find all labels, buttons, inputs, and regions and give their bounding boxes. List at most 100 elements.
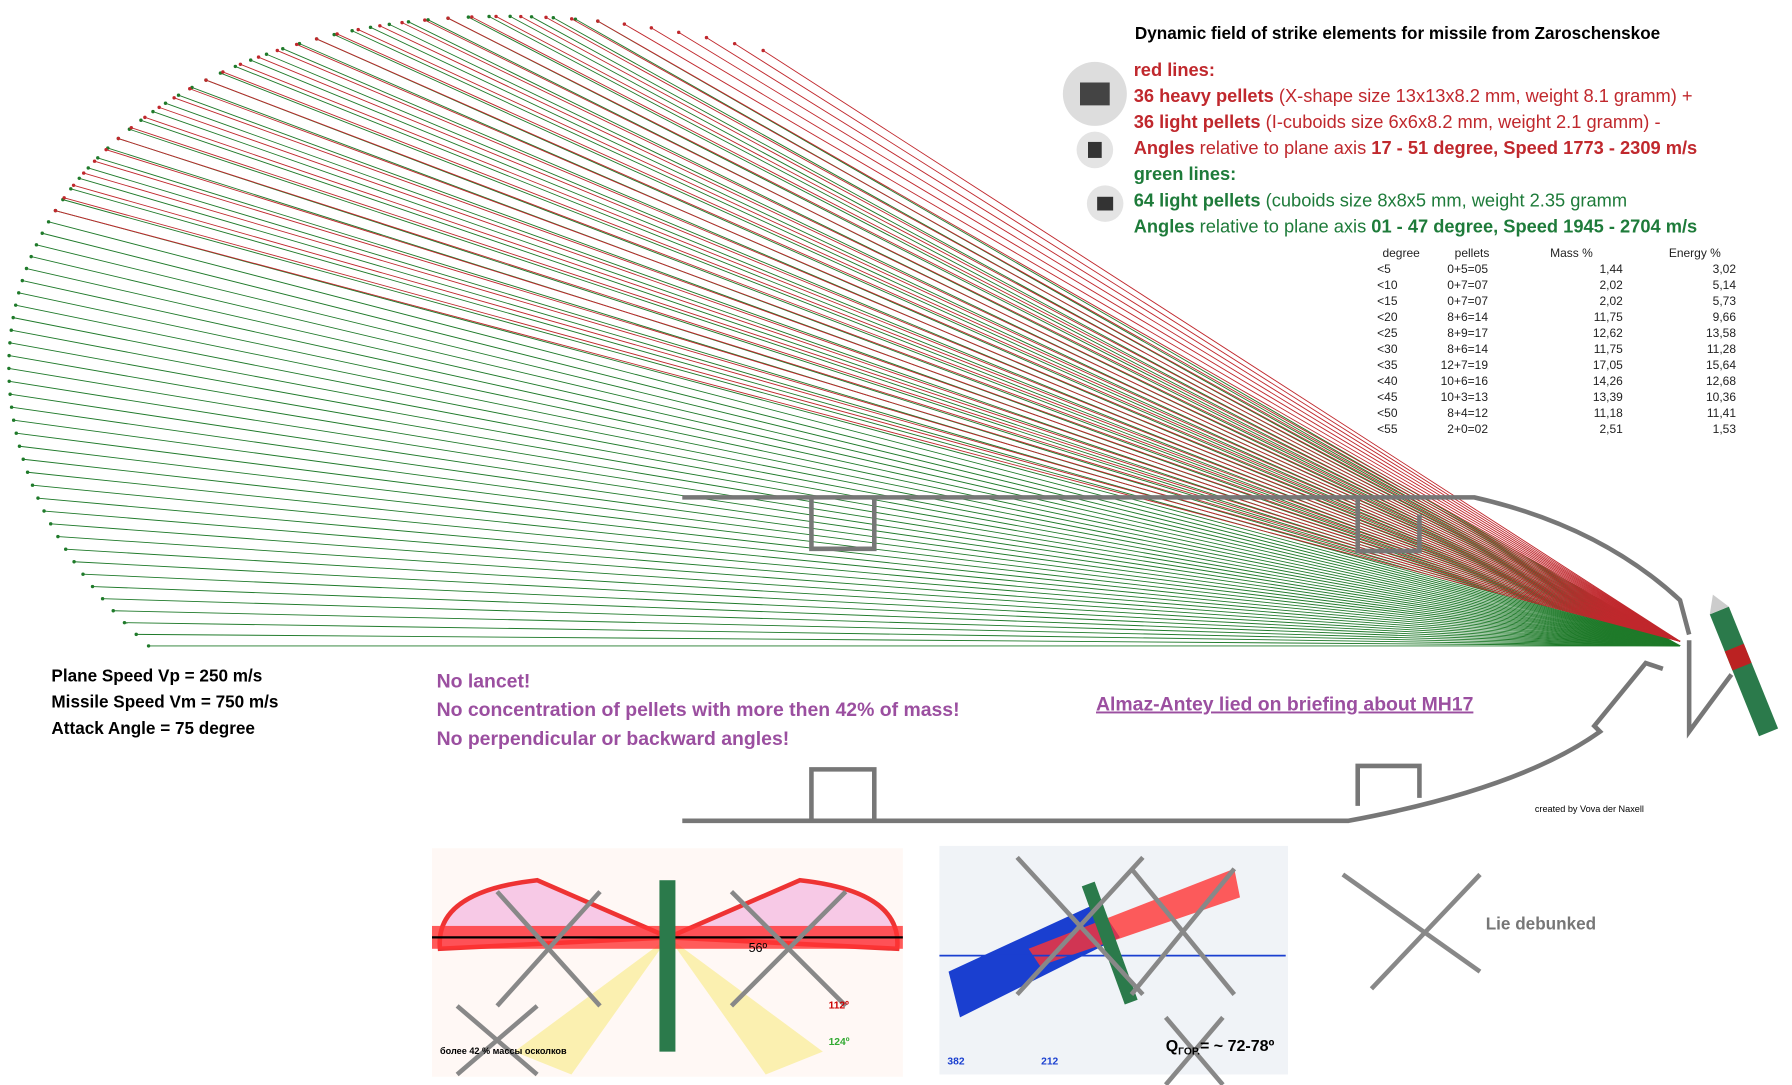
legend: red lines: 36 heavy pellets (X-shape size… [1134, 59, 1698, 236]
trajectory [424, 19, 1681, 642]
trajectory [651, 27, 1681, 642]
pellet-end [470, 15, 474, 19]
table-header: Energy % [1669, 246, 1721, 260]
figure-label: Lie debunked [1486, 913, 1596, 933]
table-header: Mass % [1550, 246, 1593, 260]
pellet-end [163, 101, 168, 105]
pellet-end [221, 70, 225, 74]
trajectory [13, 317, 1681, 647]
trajectory [240, 63, 1681, 642]
trajectory [23, 458, 1681, 647]
pellet-end [314, 37, 319, 41]
missile-tip [1709, 594, 1729, 615]
trajectory [16, 432, 1681, 647]
pellet-end [11, 418, 16, 422]
note: Missile Speed Vm = 750 m/s [51, 692, 278, 712]
trajectory [427, 19, 1681, 647]
pellet-end [8, 392, 12, 396]
pellet-end [56, 534, 60, 539]
link[interactable]: Almaz-Antey lied on briefing about MH17 [1096, 693, 1473, 715]
trajectory [379, 25, 1681, 642]
table-cell: 12+7=19 [1441, 358, 1489, 372]
figure-label: 212 [1041, 1057, 1058, 1068]
trajectory [19, 445, 1681, 647]
trajectory [389, 23, 1681, 647]
pellet-end [519, 14, 523, 19]
trajectory [74, 561, 1681, 647]
trajectory [9, 342, 1681, 647]
trajectory [11, 406, 1681, 647]
table-cell: 3,02 [1713, 262, 1737, 276]
table-cell: 10,36 [1706, 390, 1736, 404]
trajectory [222, 71, 1681, 642]
table-cell: 2,51 [1599, 422, 1623, 436]
table: degree pellets Mass % Energy % <5 0+5=05 1,44 3… [1377, 246, 1736, 436]
trajectory [358, 29, 1681, 642]
trajectory [92, 586, 1681, 647]
pellet-end [677, 30, 681, 35]
missile-warhead [1724, 643, 1752, 671]
legend-part: relative to plane axis [1195, 215, 1372, 236]
plane-boxes-bottom [809, 763, 1422, 821]
legend-line: 36 heavy pellets (X-shape size 13x13x8.2… [1134, 85, 1693, 106]
pellet-end [122, 620, 127, 625]
table-cell: 10+3=13 [1441, 390, 1489, 404]
trajectory [102, 598, 1681, 647]
table-cell: <40 [1377, 374, 1398, 388]
pellet-end [732, 41, 737, 46]
trajectory [64, 197, 1681, 642]
pellet-end [256, 55, 261, 59]
table-header: pellets [1455, 246, 1490, 260]
legend-part: 64 light pellets [1134, 189, 1261, 210]
left-figure: более 42 % массы осколков 56º 112º 124º [432, 848, 903, 1077]
trajectory [296, 44, 1681, 642]
trajectory [50, 523, 1681, 647]
title: Dynamic field of strike elements for mis… [1135, 23, 1660, 43]
pellet-icons [1062, 61, 1127, 222]
table-cell: 13,58 [1706, 326, 1736, 340]
pellet-end [188, 87, 192, 91]
trajectory [11, 329, 1681, 647]
trajectory [124, 622, 1681, 647]
pellet-end [176, 93, 181, 97]
pellet-end [29, 254, 33, 259]
trajectory [44, 510, 1681, 647]
pellet-end [9, 328, 13, 332]
plane-top [682, 495, 1692, 636]
figure-label: 124º [829, 1037, 850, 1048]
legend-line: 64 light pellets (cuboids size 8x8x5 mm,… [1134, 189, 1627, 210]
cuboid-pellet-shape [1097, 196, 1114, 211]
trajectory [83, 172, 1681, 642]
trajectory [26, 268, 1681, 647]
pellet-end [172, 96, 176, 100]
legend-part: Angles [1134, 137, 1195, 158]
trajectory [205, 79, 1681, 647]
table-cell: 12,68 [1706, 374, 1736, 388]
trajectory [136, 633, 1681, 647]
pellet-end [96, 156, 100, 160]
figure-label: 56º [749, 941, 768, 955]
pellet-end [378, 24, 382, 28]
trajectory [48, 221, 1681, 647]
table-cell: <55 [1377, 422, 1398, 436]
table-cell: 1,53 [1713, 422, 1737, 436]
pellet-end [264, 52, 269, 56]
plane-nose [1686, 640, 1734, 739]
table-cell: 8+6=14 [1447, 342, 1488, 356]
table-cell: 10+6=16 [1441, 374, 1489, 388]
trajectory [55, 210, 1681, 647]
pellet-end [622, 22, 627, 26]
label-part: Q [1166, 1038, 1178, 1055]
pellet-end [86, 166, 90, 170]
pellet-end [21, 457, 25, 461]
pellet-end [40, 231, 44, 235]
trajectory [55, 210, 1681, 642]
legend-part: Angles [1134, 215, 1195, 236]
pellet-end [406, 20, 411, 24]
legend-heading: green lines: [1134, 163, 1237, 184]
pellet-end [151, 109, 155, 114]
table-cell: <20 [1377, 310, 1398, 324]
trajectory [118, 138, 1681, 647]
pellet-end [275, 48, 280, 53]
